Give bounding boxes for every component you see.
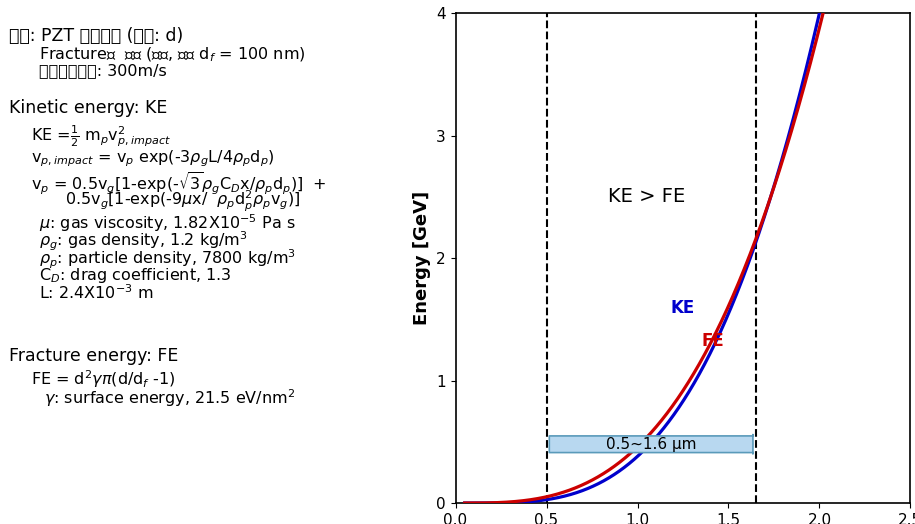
- Text: Fracture된  입자 (구형, 직경 d$_f$ = 100 nm): Fracture된 입자 (구형, 직경 d$_f$ = 100 nm): [39, 46, 306, 64]
- Text: KE: KE: [671, 299, 694, 317]
- Text: 가정: PZT 구형입자 (직경: d): 가정: PZT 구형입자 (직경: d): [9, 27, 183, 45]
- Text: FE: FE: [701, 332, 724, 350]
- Text: KE =$\frac{1}{2}$ m$_p$v$^2_{p,impact}$: KE =$\frac{1}{2}$ m$_p$v$^2_{p,impact}$: [30, 124, 170, 149]
- Text: v$_p$ = 0.5v$_g$[1-exp(-$\sqrt{3}\rho_g$C$_D$x/$\rho_p$d$_p$)]  +: v$_p$ = 0.5v$_g$[1-exp(-$\sqrt{3}\rho_g$…: [30, 170, 327, 196]
- Text: L: 2.4X10$^{-3}$ m: L: 2.4X10$^{-3}$ m: [39, 283, 154, 302]
- Text: $\rho_p$: particle density, 7800 kg/m$^3$: $\rho_p$: particle density, 7800 kg/m$^3…: [39, 248, 296, 271]
- Text: $\gamma$: surface energy, 21.5 eV/nm$^2$: $\gamma$: surface energy, 21.5 eV/nm$^2$: [44, 387, 295, 409]
- Text: KE > FE: KE > FE: [608, 187, 685, 206]
- Text: C$_D$: drag coefficient, 1.3: C$_D$: drag coefficient, 1.3: [39, 266, 231, 285]
- Text: 이송가스속도: 300m/s: 이송가스속도: 300m/s: [39, 63, 167, 79]
- FancyArrowPatch shape: [549, 434, 753, 454]
- Text: FE = d$^2\gamma\pi$(d/d$_f$ -1): FE = d$^2\gamma\pi$(d/d$_f$ -1): [30, 368, 175, 390]
- Y-axis label: Energy [GeV]: Energy [GeV]: [413, 191, 431, 325]
- Text: $\rho_g$: gas density, 1.2 kg/m$^3$: $\rho_g$: gas density, 1.2 kg/m$^3$: [39, 230, 248, 253]
- Text: 0.5v$_g$[1-exp(-9$\mu$x/  $\rho_p$d$^2_p\rho_p$v$_g$)]: 0.5v$_g$[1-exp(-9$\mu$x/ $\rho_p$d$^2_p\…: [65, 189, 300, 214]
- Text: Fracture energy: FE: Fracture energy: FE: [9, 347, 178, 365]
- Text: v$_{p,impact}$ = v$_p$ exp(-3$\rho_g$L/4$\rho_p$d$_p$): v$_{p,impact}$ = v$_p$ exp(-3$\rho_g$L/4…: [30, 149, 274, 169]
- Text: $\mu$: gas viscosity, 1.82X10$^{-5}$ Pa s: $\mu$: gas viscosity, 1.82X10$^{-5}$ Pa …: [39, 212, 296, 234]
- Text: 0.5~1.6 μm: 0.5~1.6 μm: [606, 436, 696, 452]
- Text: Kinetic energy: KE: Kinetic energy: KE: [9, 99, 167, 117]
